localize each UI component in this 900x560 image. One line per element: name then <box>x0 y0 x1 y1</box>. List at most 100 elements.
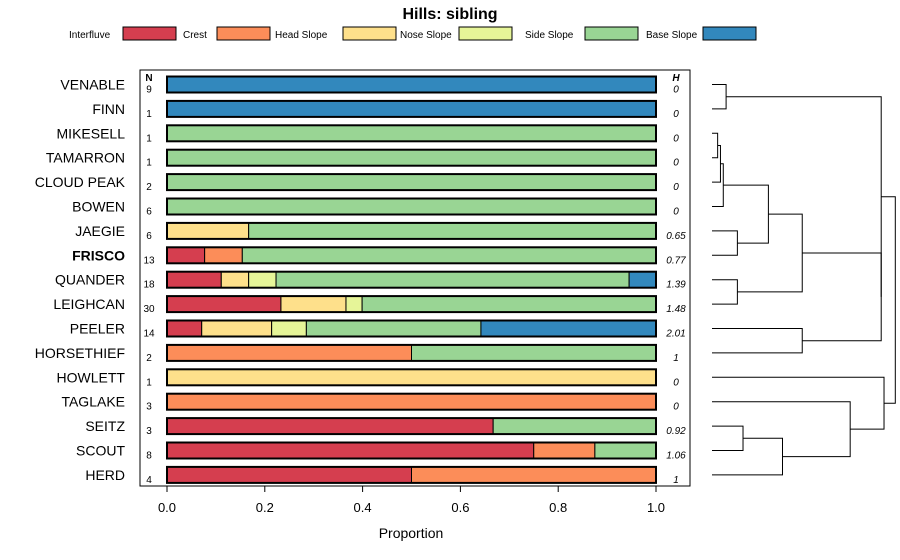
bar-segment-peeler-side-slope <box>305 320 482 337</box>
row-label-horsethief: HORSETHIEF <box>35 345 125 361</box>
h-value-cloud-peak: 0 <box>673 182 679 193</box>
x-tick-label-0: 0.0 <box>158 500 176 515</box>
dendrogram-link-15 <box>712 376 885 430</box>
dendrogram-link-16 <box>881 196 896 404</box>
h-value-tamarron: 0 <box>673 158 679 169</box>
row-label-frisco: FRISCO <box>72 247 125 263</box>
row-label-cloud-peak: CLOUD PEAK <box>35 174 126 190</box>
row-label-bowen: BOWEN <box>72 199 125 215</box>
bar-outline-venable <box>166 75 657 94</box>
bar-segment-jaegie-head-slope <box>166 222 250 240</box>
bar-segment-seitz-interfluve <box>166 417 494 435</box>
bar-segment-bowen-side-slope <box>166 198 657 215</box>
bar-outline-herd <box>166 465 657 484</box>
legend-swatch-head-slope <box>342 26 397 41</box>
n-value-herd: 4 <box>146 475 152 486</box>
legend-label-interfluve: Interfluve <box>69 30 111 41</box>
dendrogram-link-14 <box>726 96 882 297</box>
legend-label-crest: Crest <box>183 30 207 41</box>
bar-segment-peeler-head-slope <box>201 320 273 337</box>
h-value-jaegie: 0.65 <box>666 231 686 242</box>
legend-label-nose-slope: Nose Slope <box>400 30 452 41</box>
legend-swatch-base-slope <box>702 26 757 41</box>
row-label-seitz: SEITZ <box>85 418 125 434</box>
dendrogram-link-7 <box>723 184 769 244</box>
bar-segment-horsethief-crest <box>166 344 412 362</box>
row-label-finn: FINN <box>92 101 125 117</box>
bar-segment-peeler-base-slope <box>480 320 657 337</box>
bar-outline-leighcan <box>166 295 657 314</box>
bar-segment-horsethief-side-slope <box>411 344 657 362</box>
n-value-taglake: 3 <box>146 402 152 413</box>
n-value-bowen: 6 <box>146 207 152 218</box>
legend-label-head-slope: Head Slope <box>275 30 328 41</box>
bar-segment-howlett-head-slope <box>166 368 657 386</box>
n-value-peeler: 14 <box>143 329 155 340</box>
dendrogram-link-4 <box>712 163 724 207</box>
dendrogram-link-13 <box>802 252 882 342</box>
bar-segment-jaegie-side-slope <box>248 222 657 240</box>
row-label-tamarron: TAMARRON <box>46 150 125 166</box>
h-value-bowen: 0 <box>673 207 679 218</box>
bar-segment-cloud-peak-side-slope <box>166 173 657 191</box>
dendrogram-link-10 <box>712 437 783 476</box>
n-value-howlett: 1 <box>146 377 152 388</box>
bar-segment-leighcan-side-slope <box>361 295 657 313</box>
dendrogram-link-11 <box>712 328 803 354</box>
bar-segment-quander-interfluve <box>166 271 222 289</box>
dendrogram <box>712 84 896 476</box>
row-label-leighcan: LEIGHCAN <box>53 296 125 312</box>
bar-segment-quander-head-slope <box>220 271 250 289</box>
bar-segment-leighcan-head-slope <box>280 295 347 313</box>
x-tick-label-3: 0.6 <box>451 500 469 515</box>
row-label-peeler: PEELER <box>70 321 125 337</box>
bar-outline-quander <box>166 270 657 289</box>
bar-segment-scout-side-slope <box>594 442 657 459</box>
row-label-howlett: HOWLETT <box>57 369 126 385</box>
bar-segment-leighcan-nose-slope <box>345 295 363 313</box>
h-value-howlett: 0 <box>673 377 679 388</box>
bar-segment-frisco-crest <box>204 246 243 264</box>
dendrogram-link-3 <box>712 145 721 183</box>
bar-outline-cloud-peak <box>166 173 657 192</box>
x-axis-label: Proportion <box>379 525 444 541</box>
h-value-scout: 1.06 <box>666 451 686 462</box>
dendrogram-link-5 <box>712 230 738 256</box>
h-value-horsethief: 1 <box>673 353 679 364</box>
bar-outline-seitz <box>166 417 657 436</box>
row-label-mikesell: MIKESELL <box>57 125 126 141</box>
bar-segment-quander-side-slope <box>275 271 630 289</box>
dendrogram-link-8 <box>737 213 803 293</box>
bar-segment-scout-crest <box>533 442 596 459</box>
row-label-jaegie: JAEGIE <box>75 223 125 239</box>
n-value-tamarron: 1 <box>146 158 152 169</box>
x-tick-label-4: 0.8 <box>549 500 567 515</box>
bar-segment-leighcan-interfluve <box>166 295 282 313</box>
row-label-venable: VENABLE <box>60 77 125 93</box>
bar-segment-frisco-side-slope <box>241 246 657 264</box>
n-value-mikesell: 1 <box>146 133 152 144</box>
bar-segment-peeler-nose-slope <box>271 320 307 337</box>
h-value-herd: 1 <box>673 475 679 486</box>
x-tick-label-2: 0.4 <box>354 500 372 515</box>
bar-outline-horsethief <box>166 343 657 362</box>
bar-outline-finn <box>166 99 657 118</box>
bar-outline-peeler <box>166 319 657 338</box>
n-value-seitz: 3 <box>146 426 152 437</box>
row-label-taglake: TAGLAKE <box>61 394 125 410</box>
legend-swatch-side-slope <box>584 26 639 41</box>
row-label-quander: QUANDER <box>55 272 125 288</box>
plot-panel <box>139 69 691 487</box>
legend-swatch-crest <box>216 26 271 41</box>
bar-outline-mikesell <box>166 124 657 143</box>
legend-swatch-nose-slope <box>458 26 513 41</box>
rows: VENABLE 9 0 FINN 1 0 MIKESELL 1 0 TAMARRON 1 0 CLOUD… <box>35 75 686 486</box>
bar-outline-taglake <box>166 392 657 411</box>
h-column-header: H <box>672 73 680 84</box>
bar-segment-peeler-interfluve <box>166 320 203 337</box>
bar-segment-seitz-side-slope <box>492 417 657 435</box>
n-value-scout: 8 <box>146 451 152 462</box>
bar-outline-scout <box>166 441 657 460</box>
h-value-quander: 1.39 <box>666 280 686 291</box>
bar-segment-scout-interfluve <box>166 442 535 459</box>
